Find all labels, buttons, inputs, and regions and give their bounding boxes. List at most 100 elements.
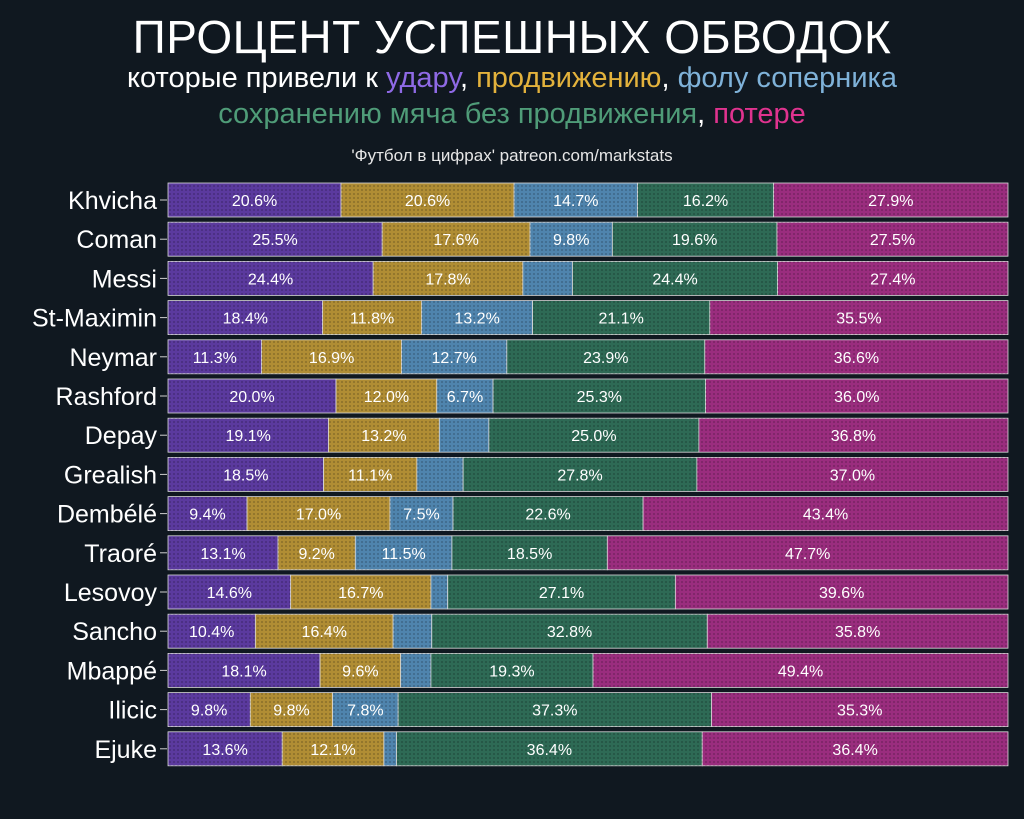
chart-title: ПРОЦЕНТ УСПЕШНЫХ ОБВОДОК [132, 11, 892, 63]
bar-texture [447, 575, 676, 609]
category-label: Dembélé [57, 501, 157, 529]
bar-texture [168, 379, 336, 413]
bar-texture [323, 457, 417, 492]
bar-texture [168, 731, 283, 766]
bar-texture [168, 183, 342, 217]
data-label-progress: 9.8% [273, 703, 309, 720]
data-label-shot: 20.0% [229, 389, 274, 406]
data-label-foul: 7.5% [403, 507, 439, 524]
data-label-shot: 18.1% [221, 663, 266, 680]
bar-texture [393, 614, 432, 649]
category-label: Mbappé [67, 657, 157, 685]
bar-texture [247, 496, 390, 531]
data-label-shot: 11.3% [193, 350, 237, 367]
data-label-loss: 36.0% [834, 389, 879, 406]
category-label: Ejuke [94, 736, 157, 764]
data-label-shot: 24.4% [248, 271, 293, 288]
bar-texture [707, 614, 1008, 649]
bar-texture [278, 535, 356, 570]
data-label-foul: 11.5% [382, 546, 426, 563]
data-label-loss: 47.7% [785, 546, 830, 563]
bar-texture [250, 692, 333, 727]
data-label-shot: 20.6% [232, 193, 277, 210]
credit-text: 'Футбол в цифрах' patreon.com/markstats [351, 146, 673, 165]
bar-texture [675, 575, 1008, 609]
data-label-progress: 13.2% [361, 428, 406, 445]
category-label: Grealish [64, 461, 157, 489]
bar-texture [389, 496, 454, 531]
bar-texture [328, 418, 440, 453]
legend-sep-1: , [459, 62, 477, 94]
legend-loss: потере [713, 98, 806, 130]
bar-texture [261, 339, 402, 374]
data-label-retain: 18.5% [507, 546, 552, 563]
bar-texture [290, 575, 431, 609]
category-label: Coman [76, 226, 157, 254]
bar-texture [709, 300, 1008, 335]
data-label-foul: 14.7% [553, 193, 598, 210]
data-label-shot: 18.5% [223, 467, 268, 484]
bar-texture [320, 653, 401, 688]
data-label-loss: 36.4% [832, 742, 877, 759]
bar-texture [341, 183, 515, 217]
data-label-loss: 36.8% [831, 428, 876, 445]
category-label: Sancho [72, 618, 157, 646]
data-label-loss: 27.5% [870, 232, 915, 249]
bar-texture [168, 457, 324, 492]
legend-retain: сохранению мяча без продвижения [218, 98, 698, 130]
data-label-retain: 37.3% [532, 703, 577, 720]
bar-texture [705, 379, 1008, 413]
data-label-foul: 9.8% [553, 232, 589, 249]
subtitle-prefix: которые привели к [127, 62, 386, 94]
data-label-progress: 16.7% [338, 585, 383, 602]
bar-texture [168, 535, 279, 570]
data-label-progress: 16.9% [309, 350, 354, 367]
bar-texture [493, 379, 706, 413]
data-label-shot: 19.1% [226, 428, 271, 445]
bar-texture [168, 575, 291, 609]
category-label: Depay [85, 422, 158, 450]
data-label-progress: 9.6% [342, 663, 378, 680]
bar-texture [506, 339, 705, 374]
data-label-retain: 23.9% [583, 350, 628, 367]
bar-texture [255, 614, 394, 649]
bar-texture [168, 653, 321, 688]
bar-texture [322, 300, 422, 335]
bar-texture [607, 535, 1008, 570]
data-label-shot: 14.6% [207, 585, 252, 602]
bar-texture [416, 457, 464, 492]
bar-texture [773, 183, 1008, 217]
data-label-shot: 18.4% [223, 311, 268, 328]
data-label-loss: 36.6% [834, 350, 879, 367]
category-label: Messi [92, 265, 157, 293]
bar-texture [572, 261, 778, 296]
bar-texture [439, 418, 489, 453]
bar-texture [421, 300, 533, 335]
bar-texture [522, 261, 573, 296]
subtitle-line-2: сохранению мяча без продвижения, потере [0, 98, 1024, 131]
data-label-retain: 22.6% [525, 507, 570, 524]
bar-texture [777, 222, 1008, 257]
legend-shot: удару [385, 62, 460, 94]
bar-texture [453, 496, 644, 531]
data-label-foul: 13.2% [454, 311, 499, 328]
bar-texture [463, 457, 697, 492]
data-label-shot: 25.5% [252, 232, 297, 249]
data-label-foul: 6.7% [447, 389, 483, 406]
data-label-retain: 21.1% [598, 311, 643, 328]
bar-texture [451, 535, 608, 570]
data-label-retain: 16.2% [683, 193, 728, 210]
data-label-shot: 9.4% [189, 507, 225, 524]
bar-texture [612, 222, 777, 257]
data-label-shot: 9.8% [191, 703, 227, 720]
bar-texture [336, 379, 437, 413]
data-label-loss: 35.8% [835, 624, 880, 641]
bar-texture [430, 575, 448, 609]
bar-texture [777, 261, 1008, 296]
bar-texture [643, 496, 1008, 531]
data-label-foul: 12.7% [432, 350, 477, 367]
bar-texture [282, 731, 384, 766]
bar-texture [400, 653, 431, 688]
bar-texture [488, 418, 699, 453]
category-label: Khvicha [68, 187, 157, 215]
